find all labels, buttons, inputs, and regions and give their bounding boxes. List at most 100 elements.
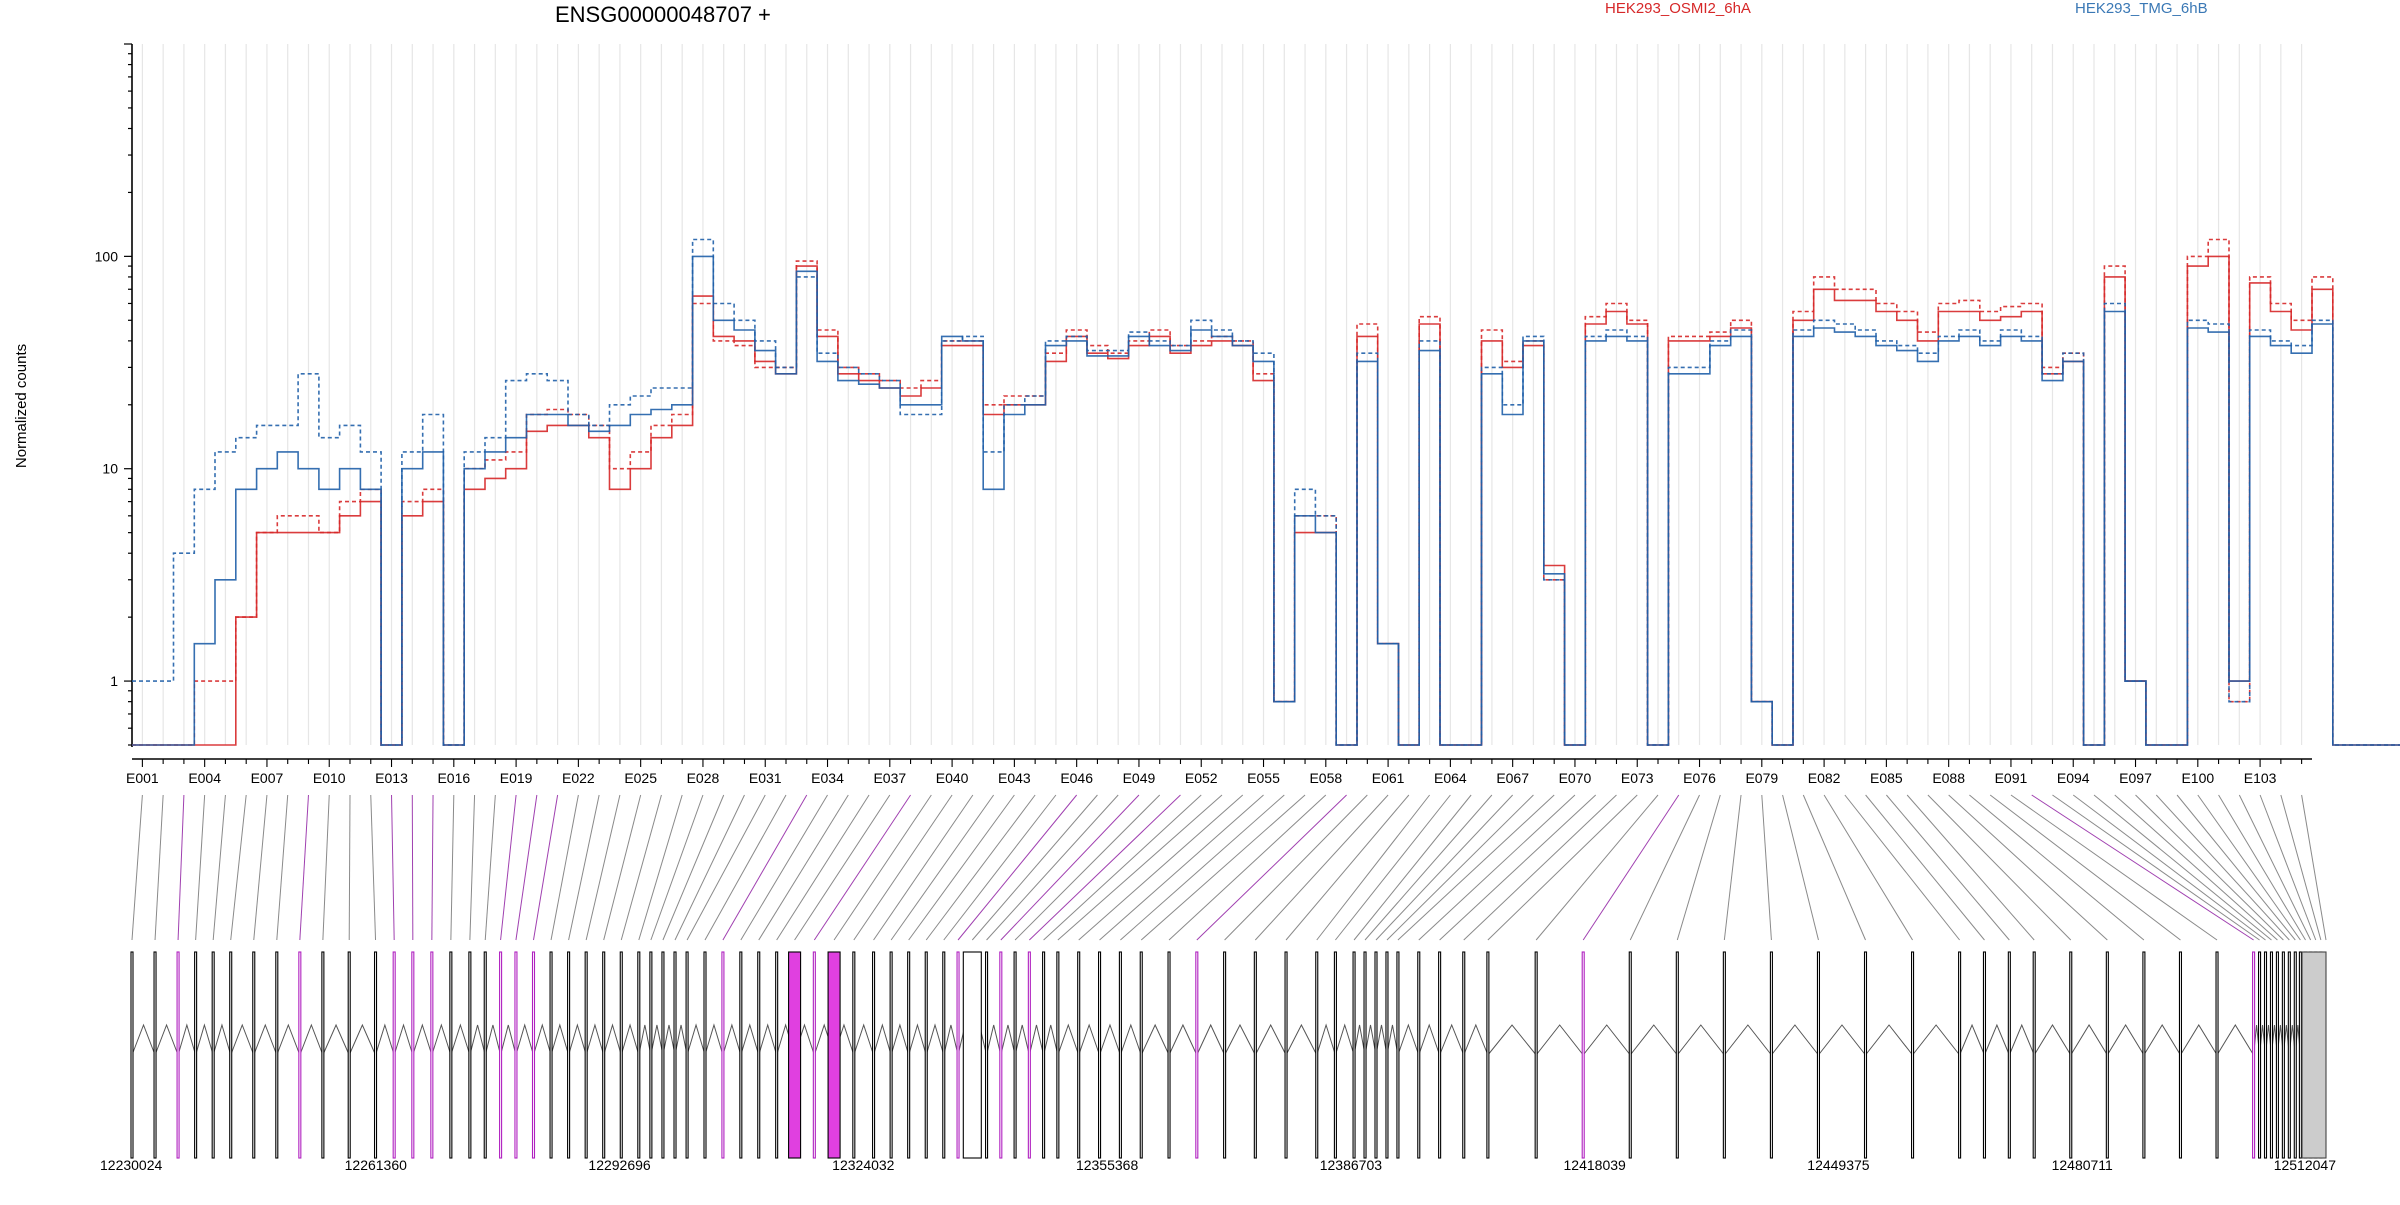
intron-line: [986, 1024, 1002, 1056]
genomic-tick-label: 12418039: [1564, 1157, 1627, 1173]
intron-line: [1000, 1024, 1016, 1056]
legend-osmi2: HEK293_OSMI2_6hA: [1605, 0, 1751, 17]
exon-connector: [813, 794, 911, 941]
exon-connector: [1629, 794, 1700, 941]
exon-connector: [469, 794, 476, 941]
exon-block: [2215, 951, 2219, 1159]
exon-connector: [550, 794, 579, 941]
intron-line: [1254, 1023, 1287, 1056]
intron-line: [2106, 1024, 2145, 1056]
exon-connector: [431, 794, 434, 941]
exon-tick-label: E007: [251, 770, 284, 786]
intron-line: [1285, 1023, 1318, 1056]
exon-connector: [1418, 794, 1576, 941]
exon-block: [1077, 951, 1081, 1159]
exon-block: [661, 951, 665, 1159]
exon-connector: [722, 794, 808, 941]
exon-block: [411, 951, 415, 1159]
intron-line: [758, 1023, 778, 1056]
genomic-tick-label: 12449375: [1807, 1157, 1870, 1173]
exon-connector: [2238, 794, 2312, 941]
intron-line: [1912, 1024, 1960, 1056]
intron-line: [1439, 1023, 1465, 1056]
exon-tick-label: E088: [1932, 770, 1965, 786]
exon-connector: [177, 794, 185, 941]
exon-connector: [1723, 794, 1742, 941]
exon-connector: [1168, 794, 1327, 941]
exon-connector: [533, 794, 559, 941]
exon-connector: [1057, 794, 1223, 941]
exon-block: [956, 951, 960, 1159]
exon-block: [392, 951, 396, 1159]
exon-block: [1863, 951, 1868, 1159]
exon-tick-label: E064: [1434, 770, 1467, 786]
intron-line: [230, 1023, 255, 1056]
intron-line: [154, 1023, 179, 1056]
exon-connector: [1386, 794, 1534, 941]
exon-tick-label: E019: [500, 770, 533, 786]
exon-block: [1486, 951, 1490, 1159]
intron-line: [638, 1024, 652, 1056]
exon-connector: [740, 794, 828, 941]
exon-block: [1581, 951, 1585, 1159]
exon-block: [275, 951, 279, 1159]
exon-block: [2007, 951, 2011, 1159]
exon-connector: [2301, 794, 2327, 941]
exon-tick-label: E016: [437, 770, 470, 786]
exon-block: [1462, 951, 1466, 1159]
exon-connector: [1927, 794, 2072, 941]
intron-line: [1028, 1024, 1045, 1056]
exon-block: [1363, 951, 1367, 1159]
exon-block: [567, 951, 571, 1159]
exon-block: [1042, 951, 1046, 1159]
exon-connector: [2259, 794, 2317, 941]
exon-tick-label: E094: [2057, 770, 2090, 786]
exon-block: [2269, 951, 2274, 1159]
exon-block: [2301, 951, 2327, 1159]
y-tick-label: 100: [95, 248, 119, 264]
exon-connector: [686, 794, 766, 941]
exon-connector: [1028, 794, 1181, 941]
exon-block: [1139, 951, 1143, 1159]
exon-connector: [500, 794, 517, 941]
intron-line: [550, 1023, 570, 1056]
exon-block: [985, 951, 989, 1159]
exon-connector: [704, 794, 787, 941]
exon-block: [229, 951, 233, 1159]
exon-block: [2142, 951, 2146, 1159]
exon-block: [1284, 951, 1288, 1159]
exon-tick-label: E085: [1870, 770, 1903, 786]
exon-block: [514, 951, 518, 1159]
intron-line: [1224, 1023, 1256, 1056]
intron-line: [890, 1023, 910, 1056]
intron-line: [1099, 1023, 1121, 1056]
exon-block: [2069, 951, 2073, 1159]
exon-connector: [1316, 794, 1431, 941]
exon-tick-label: E061: [1372, 770, 1405, 786]
exon-block: [2258, 951, 2262, 1159]
exon-axis: E001 E004 E007 E010 E013 E016 E019 E022 E025 E028…: [126, 758, 2312, 786]
exon-connector: [450, 794, 455, 941]
exon-connector: [776, 794, 870, 941]
exon-block: [468, 951, 472, 1159]
exon-block: [298, 951, 302, 1159]
exon-block: [2263, 951, 2268, 1159]
exon-connector: [299, 794, 309, 941]
exon-block: [703, 951, 707, 1159]
exon-block: [2293, 951, 2297, 1159]
exon-connector: [873, 794, 974, 941]
exon-block: [685, 951, 689, 1159]
series-line: [132, 238, 2400, 746]
exon-connector: [585, 794, 621, 941]
intron-line: [348, 1023, 376, 1056]
genomic-tick-label: 12324032: [832, 1157, 895, 1173]
intron-line: [1723, 1024, 1772, 1056]
exon-block: [2032, 951, 2036, 1159]
exon-connector: [650, 794, 704, 941]
exon-block: [1417, 951, 1421, 1159]
exon-block: [739, 951, 743, 1159]
intron-line: [195, 1023, 214, 1056]
exon-connector: [2135, 794, 2284, 941]
intron-line: [704, 1023, 724, 1056]
intron-line: [1057, 1023, 1080, 1056]
